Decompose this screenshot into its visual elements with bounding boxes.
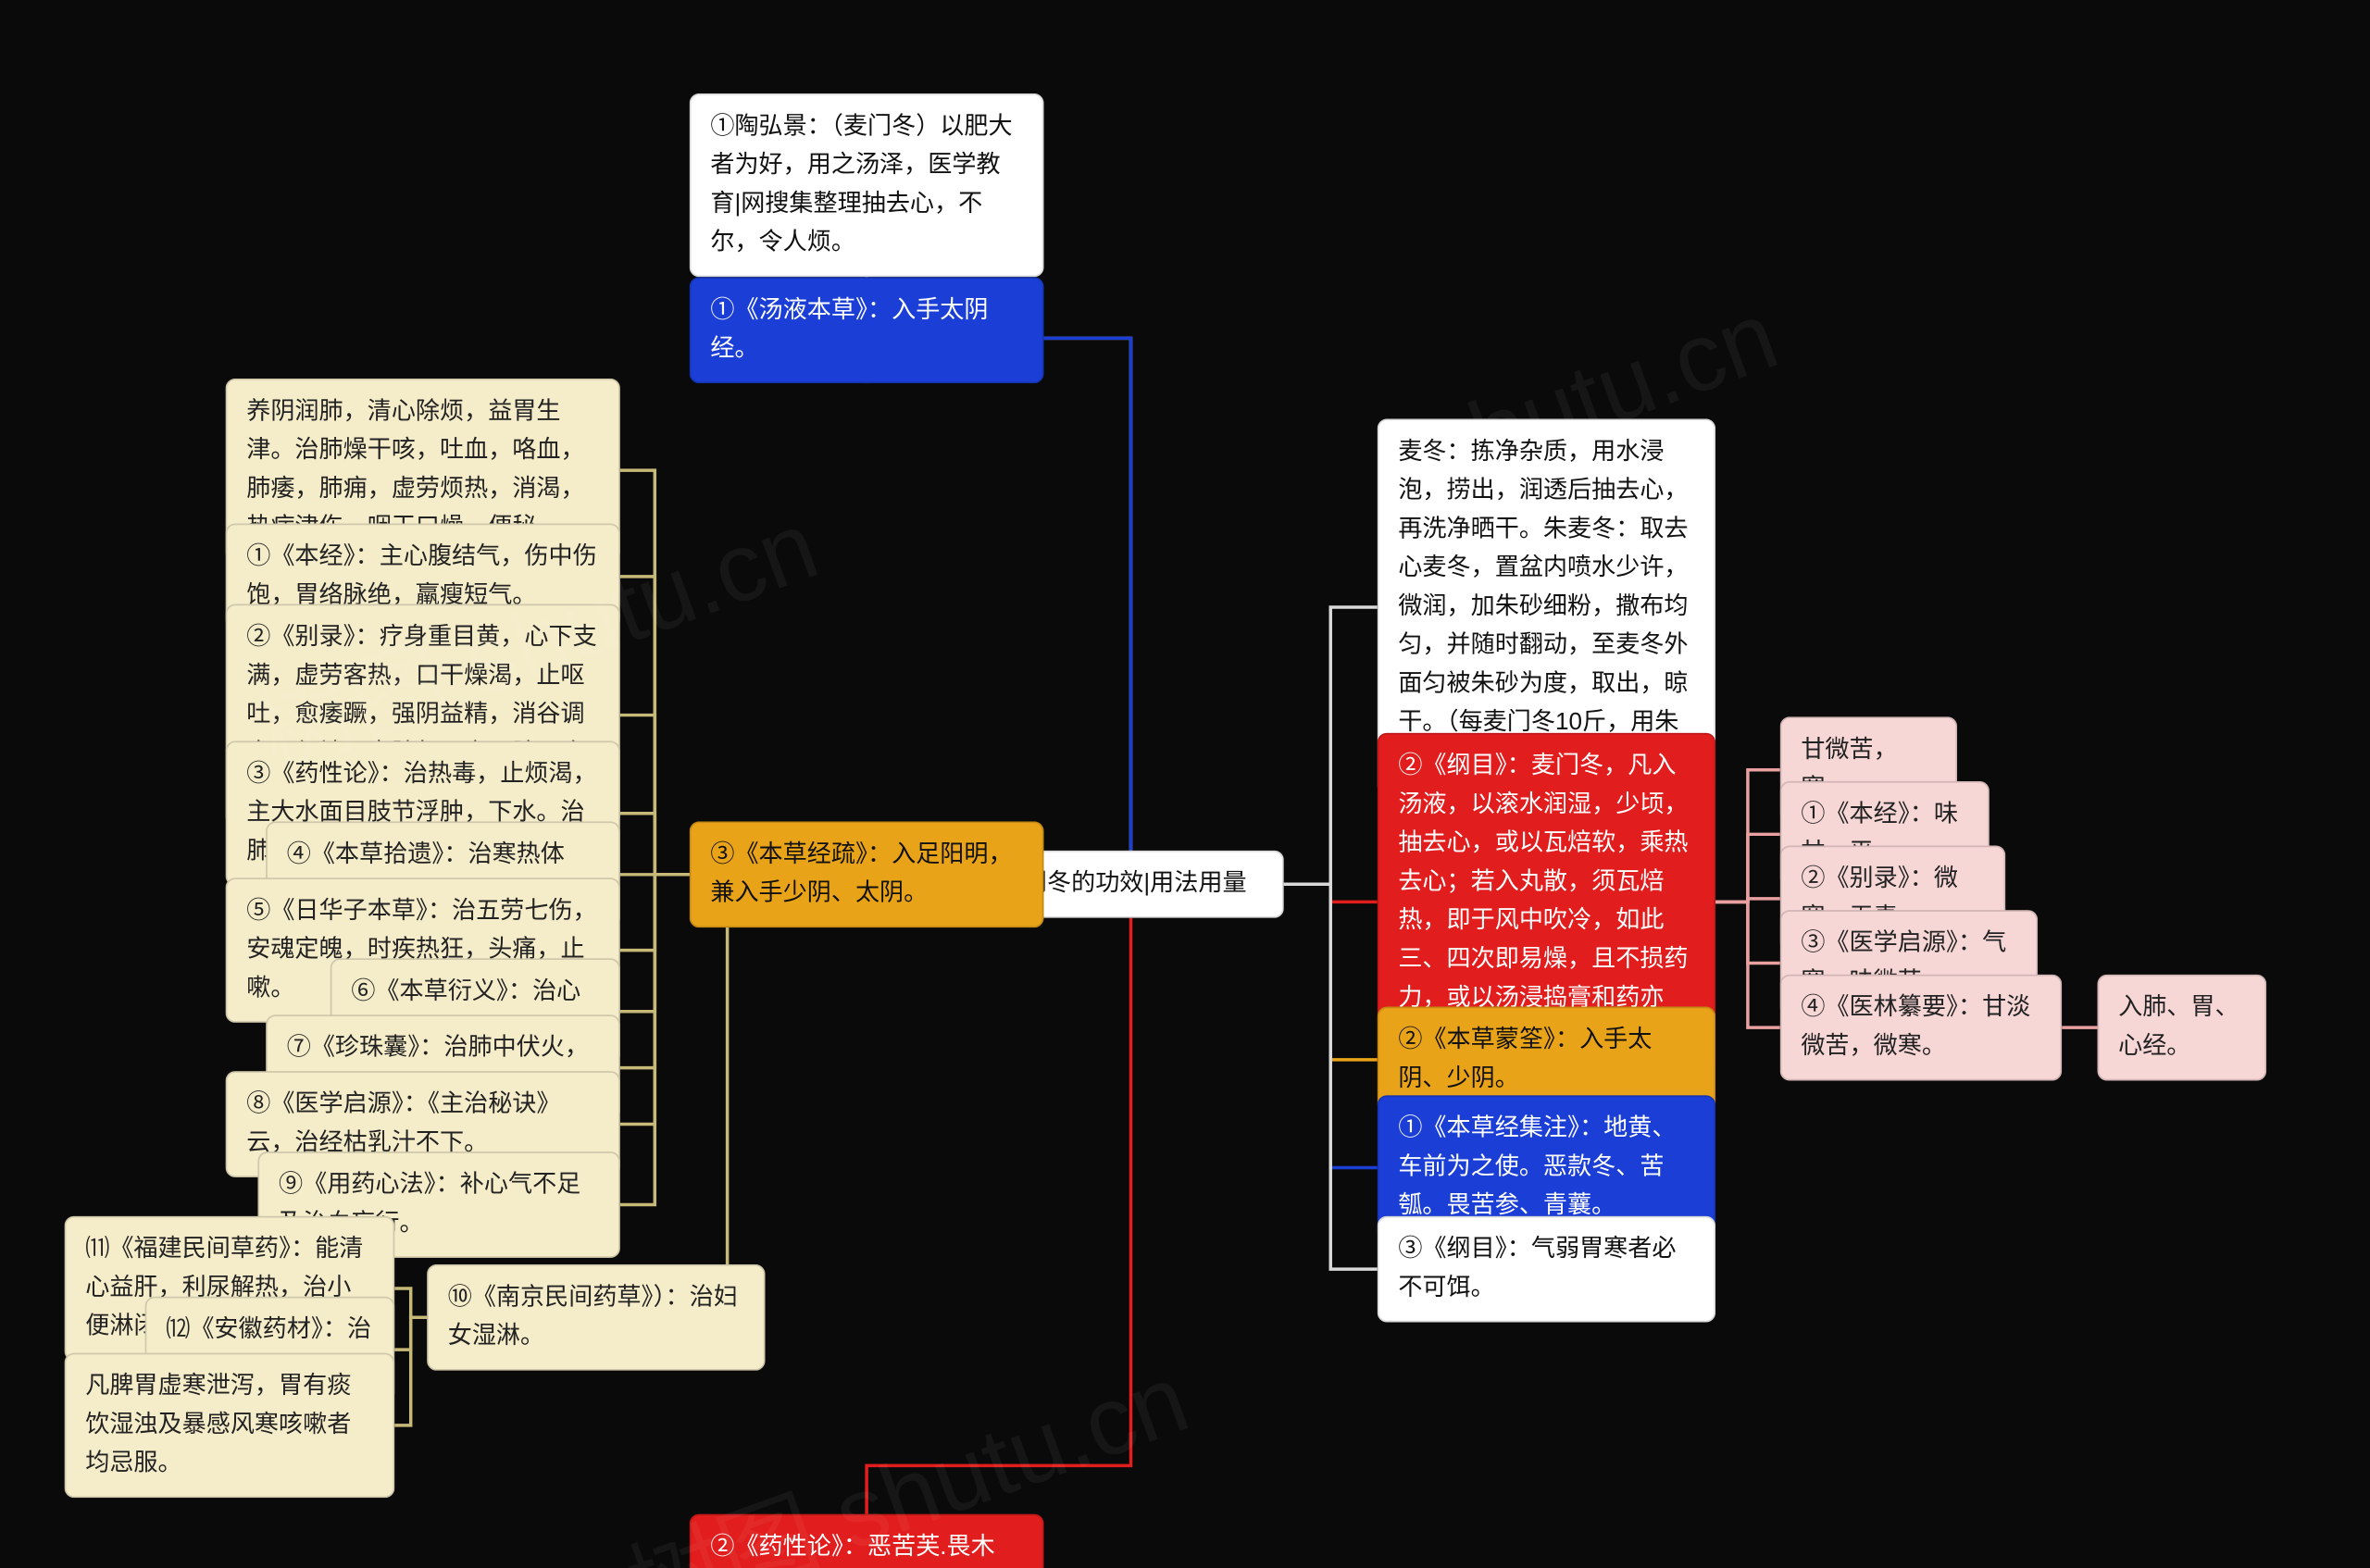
edge [1715,902,1780,1027]
edge [867,338,1130,850]
edge [1715,899,1780,902]
node-yaoxing[interactable]: ②《药性论》：恶苦芙.畏木耳。 [690,1514,1044,1568]
edge [620,814,690,875]
edge [867,918,1130,1514]
edge [620,875,690,1012]
node-p_ylzy[interactable]: ④《医林纂要》：甘淡微苦，微寒。 [1780,975,2063,1081]
node-tao[interactable]: ①陶弘景：（麦门冬）以肥大者为好，用之汤泽，医学教育|网搜集整理抽去心，不尔，令… [690,93,1044,277]
node-tang[interactable]: ①《汤液本草》：入手太阴经。 [690,277,1044,383]
edge [394,1288,427,1317]
edge [1715,902,1780,963]
node-g_nanjing[interactable]: ⑩《南京民间药草》）：治妇女湿淋。 [427,1264,765,1371]
edge [620,875,690,951]
edge [620,716,690,875]
edge [1715,770,1780,902]
edge [620,577,690,875]
edge [1284,884,1378,1167]
edge [1284,607,1378,884]
edge [394,1317,427,1425]
edge [620,875,690,1205]
edge [1284,884,1378,1269]
edge [620,470,690,875]
edge [690,875,766,1318]
edge [1715,834,1780,902]
edge [1284,884,1378,1060]
node-g_jifu[interactable]: 凡脾胃虚寒泄泻，胃有痰饮湿浊及暴感风寒咳嗽者均忌服。 [65,1353,395,1499]
edge [620,875,690,1125]
edge [1284,884,1378,902]
node-p_rufei[interactable]: 入肺、胃、心经。 [2097,975,2266,1081]
node-r_gangmu2[interactable]: ③《纲目》：气弱胃寒者必不可饵。 [1378,1216,1715,1323]
mindmap-canvas: 麦门冬的功效|用法用量①陶弘景：（麦门冬）以肥大者为好，用之汤泽，医学教育|网搜… [0,0,2370,1568]
edge [394,1317,427,1350]
edge [620,875,690,1068]
node-jing[interactable]: ③《本草经疏》：入足阳明，兼入手少阴、太阴。 [690,821,1044,927]
